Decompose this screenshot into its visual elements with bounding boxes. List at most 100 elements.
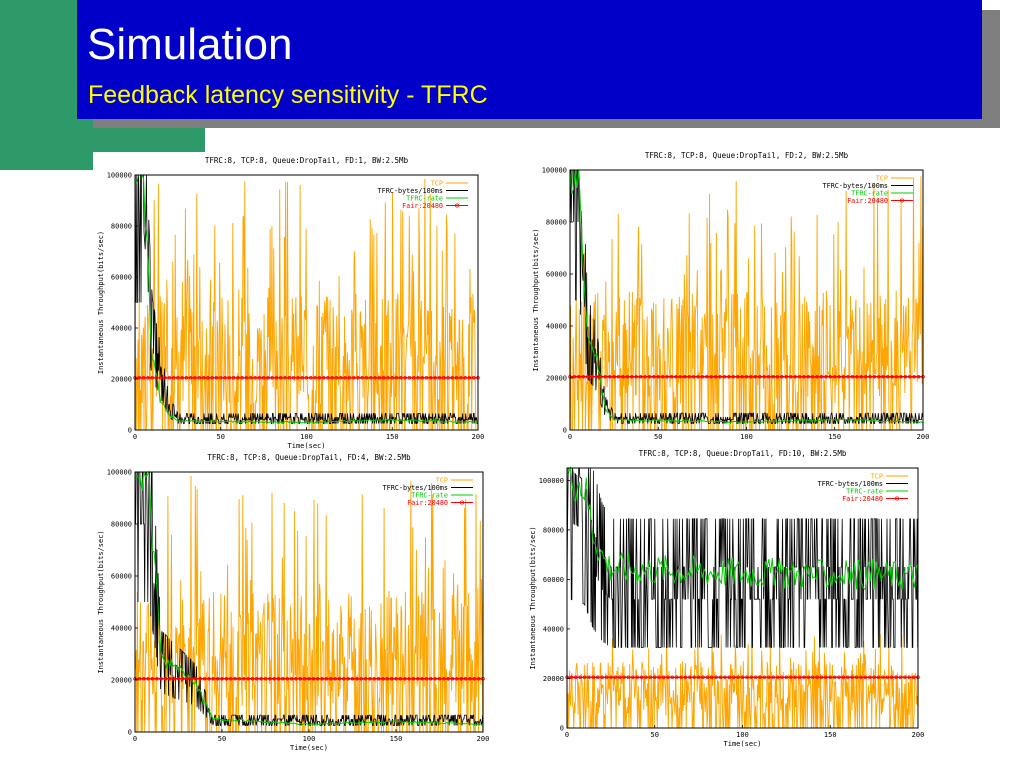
y-tick-label: 100000 — [539, 477, 564, 485]
fair-marker — [317, 376, 322, 380]
fair-marker — [872, 375, 877, 379]
fair-marker — [223, 376, 227, 380]
fair-marker — [172, 677, 176, 681]
fair-marker — [639, 675, 644, 680]
fair-marker — [696, 375, 700, 379]
fair-marker — [731, 675, 736, 680]
y-axis-label: Instantaneous Throughput(bits/sec) — [97, 231, 105, 374]
fair-marker — [824, 675, 828, 680]
fair-marker — [424, 677, 429, 681]
y-tick-label: 20000 — [111, 677, 132, 685]
chart-svg: TFRC:8, TCP:8, Queue:DropTail, FD:10, BW… — [529, 449, 924, 748]
chart-svg: TFRC:8, TCP:8, Queue:DropTail, FD:4, BW:… — [97, 453, 490, 752]
fair-marker — [714, 675, 718, 680]
fair-marker — [291, 376, 296, 380]
fair-marker — [339, 376, 343, 380]
series-tfrc-rate — [134, 470, 484, 726]
fair-marker — [841, 675, 846, 680]
fair-marker — [626, 675, 631, 680]
fair-marker — [285, 677, 290, 681]
fair-marker — [797, 675, 802, 680]
fair-marker — [416, 376, 420, 380]
fair-marker — [137, 677, 142, 681]
throughput-chart-fd10: TFRC:8, TCP:8, Queue:DropTail, FD:10, BW… — [527, 448, 930, 748]
fair-marker — [351, 376, 356, 380]
fair-marker — [713, 375, 718, 379]
legend-label: TFRC-rate — [406, 194, 443, 202]
legend-label: TFRC-bytes/100ms — [383, 484, 448, 492]
fair-marker — [815, 375, 819, 379]
fair-marker — [630, 375, 634, 379]
fair-marker — [146, 376, 150, 380]
fair-marker — [411, 677, 416, 681]
fair-marker — [916, 375, 921, 379]
fair-marker — [342, 677, 346, 681]
fair-marker — [296, 376, 300, 380]
fair-marker — [441, 376, 446, 380]
throughput-chart-fd1: TFRC:8, TCP:8, Queue:DropTail, FD:1, BW:… — [95, 155, 490, 450]
fair-marker — [789, 675, 793, 680]
fair-marker — [276, 677, 281, 681]
fair-marker — [224, 677, 229, 681]
y-tick-label: 40000 — [546, 323, 567, 331]
legend-label: TFRC-bytes/100ms — [818, 480, 883, 488]
fair-marker — [214, 376, 219, 380]
fair-marker — [846, 675, 850, 680]
fair-marker — [236, 376, 240, 380]
fair-marker — [727, 675, 732, 680]
fair-marker — [281, 677, 285, 681]
fair-marker — [607, 375, 612, 379]
fair-marker — [696, 675, 701, 680]
fair-marker — [585, 375, 590, 379]
fair-marker — [347, 376, 352, 380]
fair-marker — [771, 375, 775, 379]
fair-marker — [894, 675, 898, 680]
fair-marker — [231, 376, 236, 380]
fair-marker — [261, 376, 266, 380]
fair-marker — [402, 677, 407, 681]
fair-marker — [364, 376, 369, 380]
y-tick-label: 20000 — [543, 675, 564, 683]
fair-marker — [437, 677, 442, 681]
legend-label: Fair:20480 — [407, 499, 448, 507]
fair-marker — [793, 675, 797, 680]
fair-marker — [621, 375, 625, 379]
y-tick-label: 20000 — [546, 375, 567, 383]
fair-marker — [376, 677, 381, 681]
fair-marker — [407, 376, 412, 380]
x-tick-label: 150 — [828, 433, 841, 441]
x-tick-label: 150 — [386, 433, 399, 441]
x-tick-label: 0 — [565, 731, 569, 739]
y-tick-label: 20000 — [111, 376, 132, 384]
fair-marker — [373, 376, 377, 380]
fair-marker — [394, 677, 398, 681]
fair-marker — [343, 376, 347, 380]
fair-marker — [154, 376, 159, 380]
fair-marker — [377, 376, 382, 380]
fair-marker — [141, 376, 146, 380]
legend-label: TCP — [871, 472, 883, 480]
fair-marker — [815, 675, 819, 680]
x-tick-label: 150 — [824, 731, 837, 739]
fair-marker — [657, 675, 661, 680]
y-tick-label: 0 — [128, 729, 132, 737]
fair-marker — [202, 677, 207, 681]
fair-marker — [603, 375, 608, 379]
fair-marker — [442, 677, 446, 681]
fair-marker — [233, 677, 237, 681]
fair-marker — [780, 675, 784, 680]
x-tick-label: 50 — [217, 433, 225, 441]
fair-marker — [806, 675, 811, 680]
fair-marker — [455, 677, 459, 681]
fair-marker — [389, 677, 394, 681]
fair-marker — [894, 375, 899, 379]
fair-marker — [736, 675, 740, 680]
fair-marker — [158, 376, 163, 380]
fair-marker — [582, 675, 587, 680]
fair-marker — [197, 376, 202, 380]
x-tick-label: 200 — [477, 735, 490, 743]
slide-title: Simulation — [87, 20, 293, 69]
x-tick-label: 0 — [133, 735, 137, 743]
fair-marker — [302, 677, 307, 681]
y-tick-label: 80000 — [543, 526, 564, 534]
